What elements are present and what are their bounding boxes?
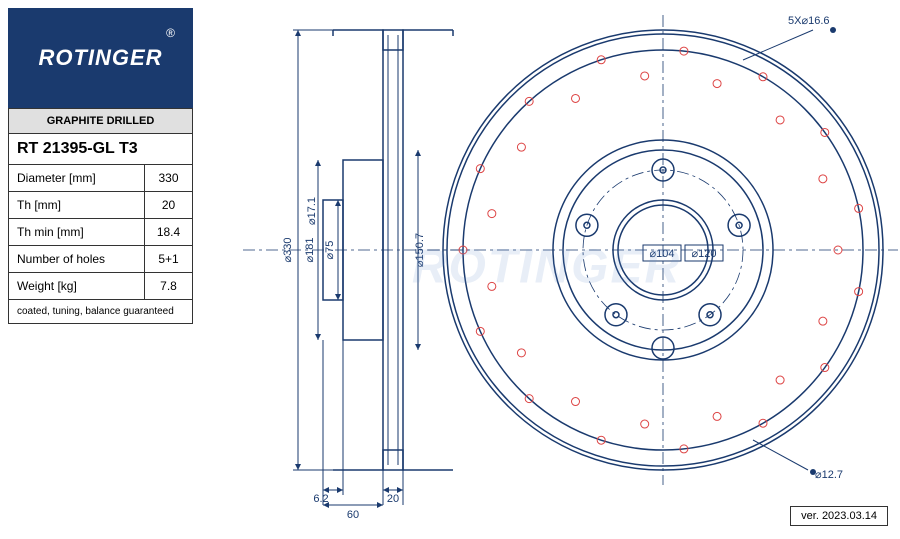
spec-value: 5+1 [145, 246, 193, 273]
dim-150: ⌀150.7 [414, 233, 426, 267]
dim-bolt: 5X⌀16.6 [788, 15, 830, 27]
dim-pcd120: ⌀120 [692, 248, 717, 260]
dim-330: ⌀330 [282, 238, 294, 263]
table-row: Th [mm]20 [9, 192, 193, 219]
spec-table: GRAPHITE DRILLED RT 21395-GL T3 Diameter… [8, 108, 193, 324]
dim-60: 60 [347, 509, 359, 521]
table-row: Number of holes5+1 [9, 246, 193, 273]
table-row: Th min [mm]18.4 [9, 219, 193, 246]
dim-6-2: 6.2 [313, 493, 328, 505]
spec-value: 330 [145, 165, 193, 192]
side-view: ⌀330 ⌀181 ⌀75 ⌀150.7 6.2 60 20 [243, 30, 473, 521]
spec-header: GRAPHITE DRILLED [9, 109, 193, 134]
technical-drawing: ⌀330 ⌀181 ⌀75 ⌀150.7 6.2 60 20 [193, 0, 900, 534]
dim-20: 20 [387, 493, 399, 505]
table-row: Weight [kg]7.8 [9, 273, 193, 300]
spec-label: Number of holes [9, 246, 145, 273]
brand-logo: ROTINGER [38, 45, 162, 71]
spec-footer: coated, tuning, balance guaranteed [9, 300, 193, 324]
dim-181: ⌀181 [304, 238, 316, 263]
spec-label: Th [mm] [9, 192, 145, 219]
spec-label: Th min [mm] [9, 219, 145, 246]
part-number: RT 21395-GL T3 [9, 134, 193, 165]
dim-drill: ⌀12.7 [815, 469, 843, 481]
table-row: Diameter [mm]330 [9, 165, 193, 192]
spec-value: 20 [145, 192, 193, 219]
spec-label: Diameter [mm] [9, 165, 145, 192]
registered-mark: ® [166, 26, 175, 40]
dim-17: ⌀17.1 [306, 197, 318, 225]
spec-value: 18.4 [145, 219, 193, 246]
drawing-area: ROTINGER [193, 0, 900, 534]
spec-panel: ROTINGER ® GRAPHITE DRILLED RT 21395-GL … [8, 8, 193, 518]
logo-box: ROTINGER ® [8, 8, 193, 108]
spec-label: Weight [kg] [9, 273, 145, 300]
version-label: ver. 2023.03.14 [790, 506, 888, 526]
dim-pcd104: ⌀104 [650, 248, 675, 260]
dim-75: ⌀75 [324, 241, 336, 260]
spec-value: 7.8 [145, 273, 193, 300]
